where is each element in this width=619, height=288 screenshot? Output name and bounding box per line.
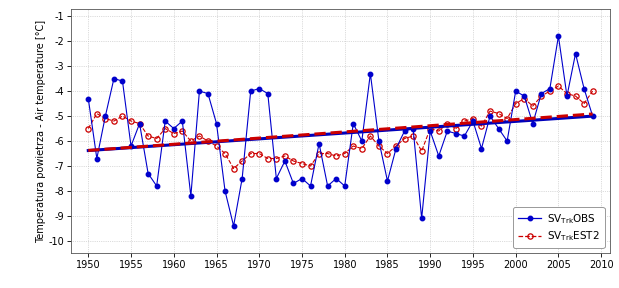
Legend: SV$_{\mathregular{Trk}}$OBS, SV$_{\mathregular{Trk}}$EST2: SV$_{\mathregular{Trk}}$OBS, SV$_{\mathr… xyxy=(513,206,605,248)
Y-axis label: Temperatura powietrza - Air temperature [°C]: Temperatura powietrza - Air temperature … xyxy=(36,20,46,242)
